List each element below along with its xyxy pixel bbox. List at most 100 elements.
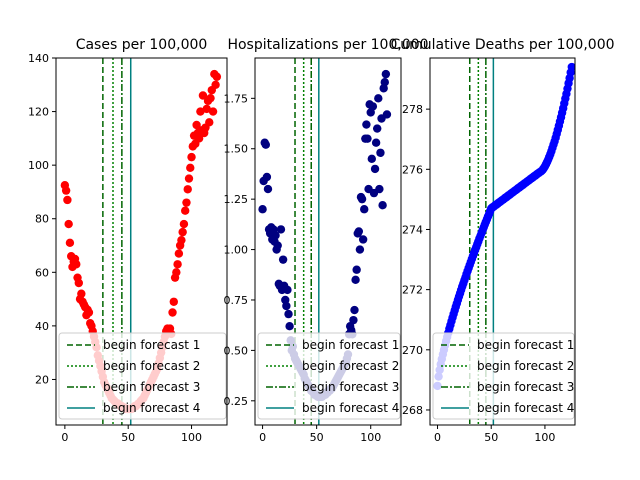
data-point	[206, 94, 214, 102]
legend-label-4: begin forecast 4	[103, 401, 200, 415]
data-point	[355, 227, 363, 235]
data-point	[66, 239, 74, 247]
data-point	[62, 186, 70, 194]
y-tick-label: 120	[28, 106, 49, 119]
data-point	[170, 298, 178, 306]
y-tick-label: 80	[35, 213, 49, 226]
data-point	[382, 70, 390, 78]
data-point	[285, 322, 293, 330]
data-point	[263, 173, 271, 181]
data-point	[262, 141, 270, 149]
data-point	[358, 195, 366, 203]
data-point	[180, 220, 188, 228]
data-point	[378, 201, 386, 209]
data-point	[185, 174, 193, 182]
legend-label-1: begin forecast 1	[302, 338, 399, 352]
data-point	[172, 268, 180, 276]
x-tick-label: 50	[484, 431, 498, 444]
legend-label-3: begin forecast 3	[103, 380, 200, 394]
data-point	[363, 134, 371, 142]
y-tick-label: 0.75	[224, 294, 249, 307]
data-point	[205, 118, 213, 126]
data-point	[63, 196, 71, 204]
data-point	[173, 260, 181, 268]
legend: begin forecast 1 begin forecast 2 begin fo…	[433, 333, 574, 419]
data-point	[182, 198, 190, 206]
data-point	[175, 249, 183, 257]
y-tick-label: 1.50	[224, 143, 249, 156]
data-point	[187, 153, 195, 161]
y-tick-label: 1.25	[224, 193, 249, 206]
data-point	[258, 205, 266, 213]
data-point	[284, 310, 292, 318]
legend: begin forecast 1 begin forecast 2 begin fo…	[59, 333, 226, 419]
legend-label-4: begin forecast 4	[302, 401, 399, 415]
y-tick-label: 1.00	[224, 244, 249, 257]
data-point	[177, 236, 185, 244]
data-point	[372, 138, 380, 146]
data-point	[184, 185, 192, 193]
data-point	[350, 306, 358, 314]
panel-2: 0 50 100 0.25 0.50 0.75 1.00 1.25 1.50 1.75 begin …	[224, 37, 429, 444]
y-tick-label: 274	[402, 223, 423, 236]
x-tick-label: 100	[534, 431, 555, 444]
data-point	[213, 73, 221, 81]
panel-title: Cases per 100,000	[76, 37, 208, 53]
y-tick-label: 272	[402, 284, 423, 297]
x-tick-label: 100	[181, 431, 202, 444]
legend-label-1: begin forecast 1	[103, 338, 200, 352]
data-point	[368, 155, 376, 163]
y-tick-label: 60	[35, 266, 49, 279]
data-point	[168, 308, 176, 316]
data-point	[211, 81, 219, 89]
data-point	[359, 235, 367, 243]
data-point	[381, 78, 389, 86]
data-point	[282, 302, 290, 310]
data-point	[209, 107, 217, 115]
data-point	[374, 94, 382, 102]
x-tick-label: 0	[434, 431, 441, 444]
data-point	[360, 205, 368, 213]
legend-label-2: begin forecast 2	[302, 359, 399, 373]
x-tick-label: 50	[121, 431, 135, 444]
x-tick-label: 100	[360, 431, 381, 444]
data-point	[349, 316, 357, 324]
data-point	[264, 185, 272, 193]
y-tick-label: 270	[402, 344, 423, 357]
data-point	[373, 124, 381, 132]
panel-title: Cumulative Deaths per 100,000	[390, 37, 614, 53]
y-tick-label: 40	[35, 320, 49, 333]
data-point	[283, 286, 291, 294]
data-point	[371, 165, 379, 173]
data-point	[64, 220, 72, 228]
x-tick-label: 50	[310, 431, 324, 444]
data-point	[279, 255, 287, 263]
data-point	[375, 185, 383, 193]
data-point	[369, 102, 377, 110]
y-tick-label: 0.50	[224, 344, 249, 357]
data-point	[186, 164, 194, 172]
y-tick-label: 20	[35, 373, 49, 386]
legend-label-4: begin forecast 4	[477, 401, 574, 415]
data-point	[181, 206, 189, 214]
y-tick-label: 276	[402, 163, 423, 176]
data-point	[277, 225, 285, 233]
data-point	[376, 149, 384, 157]
data-point	[72, 260, 80, 268]
y-tick-label: 0.25	[224, 395, 249, 408]
data-point	[352, 266, 360, 274]
data-point	[274, 241, 282, 249]
legend-label-3: begin forecast 3	[477, 380, 574, 394]
data-point	[75, 279, 83, 287]
panel-3: 0 50 100268270272274276278begin forecast 1…	[390, 37, 614, 444]
y-tick-label: 1.75	[224, 92, 249, 105]
y-tick-label: 140	[28, 52, 49, 65]
legend-label-2: begin forecast 2	[477, 359, 574, 373]
data-point	[356, 245, 364, 253]
legend-label-2: begin forecast 2	[103, 359, 200, 373]
data-point	[77, 290, 85, 298]
data-point	[383, 110, 391, 118]
data-point	[85, 308, 93, 316]
